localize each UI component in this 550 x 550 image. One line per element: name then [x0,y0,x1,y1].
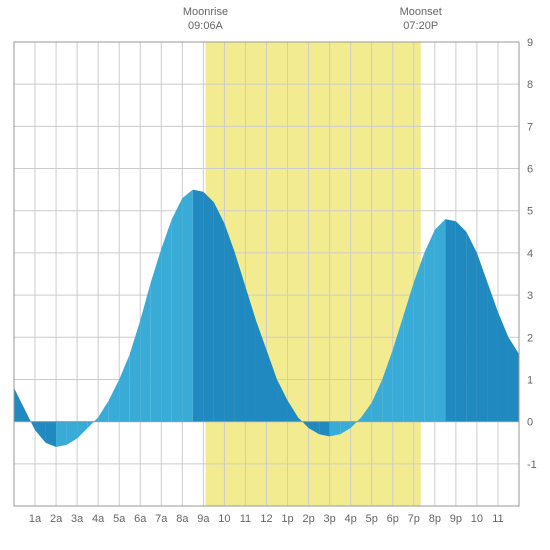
x-tick-label: 2a [50,513,63,525]
x-tick-label: 2p [302,513,314,525]
tide-chart: Moonrise 09:06A Moonset 07:20P 1a2a3a4a5… [0,0,550,550]
x-tick-label: 1p [281,513,293,525]
x-tick-label: 4p [345,513,357,525]
x-tick-label: 9a [197,513,210,525]
x-tick-label: 11 [240,513,251,525]
y-tick-label: 3 [527,290,533,302]
x-tick-label: 4a [92,513,105,525]
x-tick-label: 11 [492,513,503,525]
x-tick-label: 3p [324,513,336,525]
x-tick-label: 5a [113,513,126,525]
y-tick-label: 6 [527,164,533,176]
x-tick-label: 10 [471,513,483,525]
x-tick-label: 7p [408,513,420,525]
x-tick-label: 12 [260,513,272,525]
x-tick-label: 6p [387,513,399,525]
y-tick-label: 7 [527,121,533,133]
y-tick-label: -1 [527,459,537,471]
y-tick-label: 5 [527,206,533,218]
y-tick-label: 9 [527,37,533,49]
x-tick-label: 1a [29,513,42,525]
x-tick-label: 3a [71,513,84,525]
x-tick-label: 8p [429,513,441,525]
y-tick-label: 0 [527,417,533,429]
x-tick-label: 5p [366,513,378,525]
y-tick-label: 8 [527,79,533,91]
x-tick-label: 10 [218,513,230,525]
x-tick-label: 9p [450,513,462,525]
chart-svg: 1a2a3a4a5a6a7a8a9a1011121p2p3p4p5p6p7p8p… [0,0,550,550]
y-tick-label: 4 [527,248,533,260]
x-axis-labels: 1a 2a 3a 4a 5a 6a 7a 8a 9a 10 11 12 1p 2p 3p 4p 5p 6p 7p 8p… [29,513,504,525]
y-axis-labels: -1 0 1 2 3 4 5 6 7 8 9 [527,37,537,471]
y-tick-label: 2 [527,332,533,344]
x-tick-label: 8a [176,513,189,525]
x-tick-label: 6a [134,513,147,525]
x-tick-label: 7a [155,513,168,525]
y-tick-label: 1 [527,374,533,386]
